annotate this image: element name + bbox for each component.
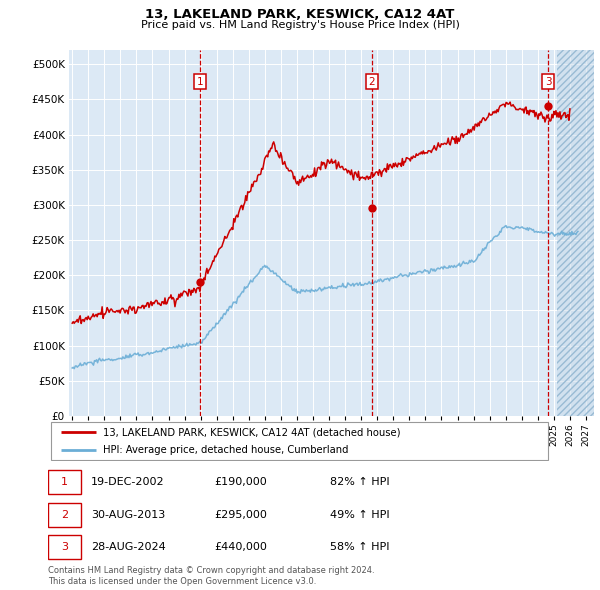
Text: 3: 3 — [61, 542, 68, 552]
Text: 13, LAKELAND PARK, KESWICK, CA12 4AT: 13, LAKELAND PARK, KESWICK, CA12 4AT — [145, 8, 455, 21]
Text: 58% ↑ HPI: 58% ↑ HPI — [330, 542, 390, 552]
Text: £190,000: £190,000 — [214, 477, 267, 487]
Text: 19-DEC-2002: 19-DEC-2002 — [91, 477, 164, 487]
FancyBboxPatch shape — [48, 470, 81, 494]
Text: 28-AUG-2024: 28-AUG-2024 — [91, 542, 166, 552]
FancyBboxPatch shape — [50, 422, 548, 460]
Bar — [557, 50, 594, 416]
Text: 13, LAKELAND PARK, KESWICK, CA12 4AT (detached house): 13, LAKELAND PARK, KESWICK, CA12 4AT (de… — [103, 428, 401, 438]
Text: 82% ↑ HPI: 82% ↑ HPI — [330, 477, 390, 487]
FancyBboxPatch shape — [48, 503, 81, 527]
Text: £440,000: £440,000 — [214, 542, 267, 552]
Text: 1: 1 — [61, 477, 68, 487]
Text: Contains HM Land Registry data © Crown copyright and database right 2024.
This d: Contains HM Land Registry data © Crown c… — [48, 566, 374, 586]
Text: 2: 2 — [61, 510, 68, 520]
FancyBboxPatch shape — [48, 535, 81, 559]
Bar — [557, 50, 594, 416]
Text: 2: 2 — [368, 77, 375, 87]
Text: HPI: Average price, detached house, Cumberland: HPI: Average price, detached house, Cumb… — [103, 445, 349, 455]
Text: £295,000: £295,000 — [214, 510, 267, 520]
Text: 49% ↑ HPI: 49% ↑ HPI — [330, 510, 390, 520]
Text: 30-AUG-2013: 30-AUG-2013 — [91, 510, 165, 520]
Text: 3: 3 — [545, 77, 552, 87]
Text: 1: 1 — [197, 77, 203, 87]
Text: Price paid vs. HM Land Registry's House Price Index (HPI): Price paid vs. HM Land Registry's House … — [140, 20, 460, 30]
